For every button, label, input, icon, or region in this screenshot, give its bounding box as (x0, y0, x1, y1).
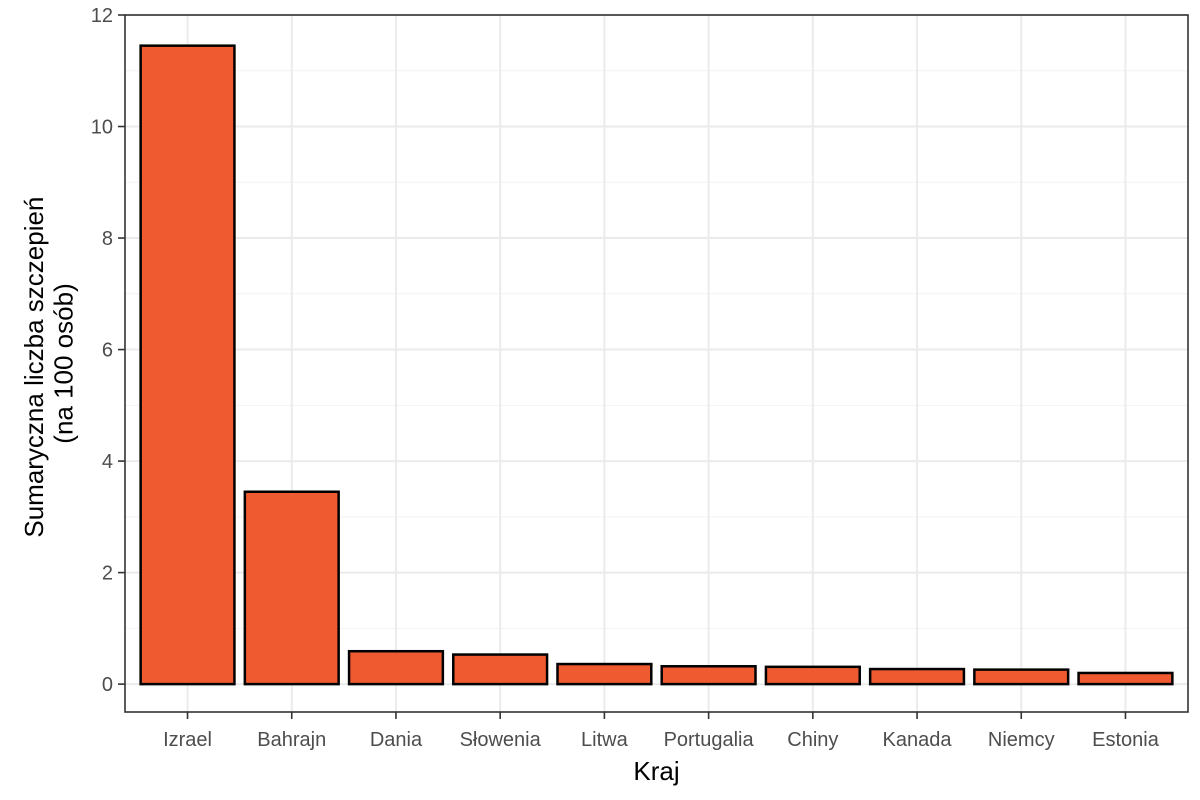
bar-kanada (868, 667, 966, 686)
x-tick-label: Portugalia (664, 729, 755, 751)
y-axis-title: Sumaryczna liczba szczepień (na 100 osób… (19, 189, 79, 537)
x-tick-label: Bahrajn (257, 729, 326, 751)
x-tick-label: Dania (370, 729, 423, 751)
x-axis-title: Kraj (633, 756, 679, 786)
bar-dania (347, 649, 445, 686)
y-tick-label: 2 (102, 563, 113, 585)
x-tick-label: Izrael (163, 729, 212, 751)
x-tick-label: Słowenia (460, 729, 542, 751)
y-tick-label: 8 (102, 228, 113, 250)
y-tick-label: 6 (102, 340, 113, 362)
bar-bahrajn (243, 490, 340, 686)
bar-chiny (764, 665, 861, 686)
bar-portugalia (660, 665, 757, 686)
bars (139, 44, 1174, 686)
y-axis-title-line-1: Sumaryczna liczba szczepień (19, 197, 49, 538)
bar-niemcy (973, 668, 1070, 686)
x-tick-label: Kanada (883, 729, 953, 751)
y-axis: 0 2 4 6 8 10 12 (91, 5, 125, 696)
y-tick-label: 10 (91, 117, 113, 139)
x-tick-label: Chiny (787, 729, 838, 751)
y-axis-title-line-2: (na 100 osób) (49, 283, 79, 443)
x-axis: Izrael Bahrajn Dania Słowenia Litwa Portugali… (163, 712, 1160, 751)
x-tick-label: Litwa (581, 729, 629, 751)
panel-border (124, 14, 1189, 713)
y-tick-label: 0 (102, 674, 113, 696)
x-tick-label: Estonia (1092, 729, 1160, 751)
bar-estonia (1077, 671, 1174, 686)
y-tick-label: 12 (91, 5, 113, 27)
bar-litwa (556, 662, 653, 686)
bar-słowenia (452, 653, 549, 686)
bar-izrael (139, 44, 236, 686)
x-tick-label: Niemcy (988, 729, 1055, 751)
y-tick-label: 4 (102, 451, 113, 473)
